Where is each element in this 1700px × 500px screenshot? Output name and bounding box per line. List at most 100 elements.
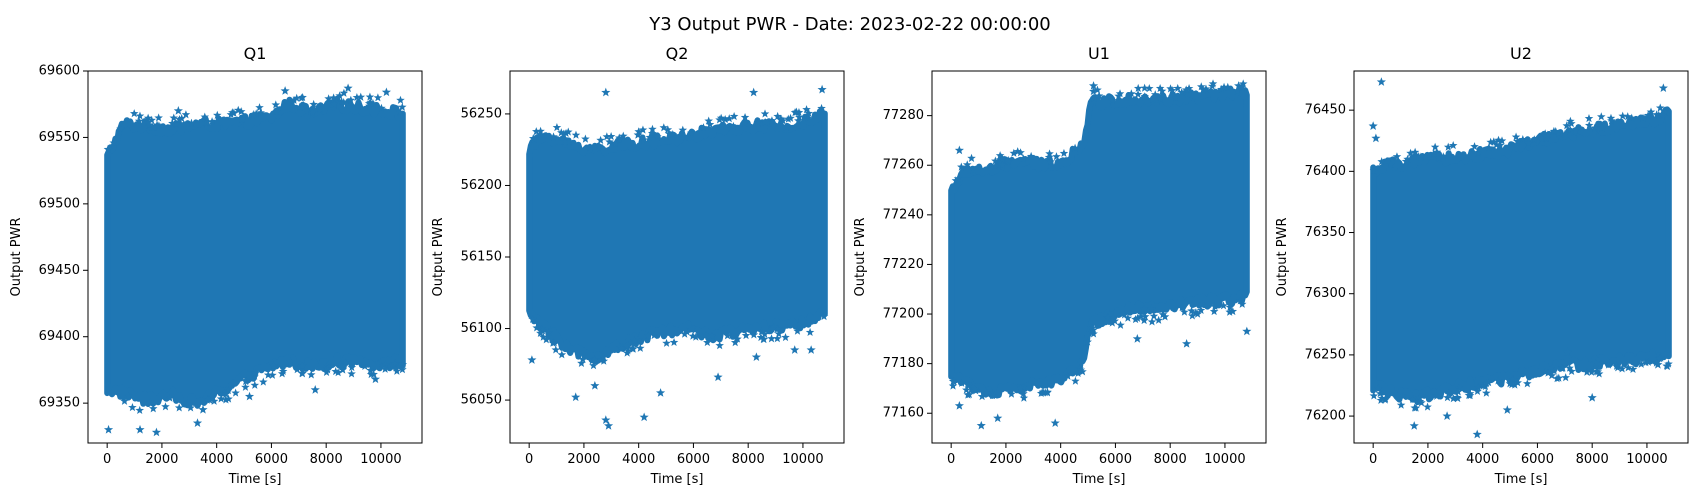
scatter-point <box>221 395 231 404</box>
scatter-point <box>581 134 590 143</box>
scatter-point <box>794 112 804 121</box>
scatter-point <box>1000 155 1009 164</box>
scatter-point <box>209 396 219 405</box>
scatter-point <box>1219 82 1229 91</box>
scatter-point <box>394 362 404 371</box>
scatter-point <box>368 99 378 108</box>
scatter-point <box>1063 371 1073 380</box>
scatter-point <box>644 331 653 340</box>
y-tick-label: 77160 <box>883 406 924 421</box>
scatter-point <box>289 95 299 105</box>
scatter-point <box>1133 83 1143 93</box>
scatter-point <box>241 376 250 386</box>
scatter-point <box>1430 142 1440 151</box>
scatter-outlier <box>198 404 208 414</box>
scatter-point <box>1087 328 1097 337</box>
x-axis-label: Time [s] <box>228 472 282 487</box>
scatter-point <box>1432 391 1441 400</box>
scatter-point <box>528 314 537 324</box>
scatter-point <box>1044 152 1054 161</box>
scatter-point <box>306 370 316 379</box>
scatter-point <box>1644 357 1653 366</box>
scatter-point <box>1565 363 1574 372</box>
scatter-point <box>1636 359 1646 368</box>
scatter-point <box>1009 148 1019 157</box>
x-tick-label: 4000 <box>200 452 233 467</box>
y-tick-label: 69400 <box>39 329 80 344</box>
scatter-point <box>1237 82 1247 91</box>
axes-frame <box>931 70 1267 444</box>
scatter-point <box>577 358 586 367</box>
scatter-point <box>968 165 978 174</box>
scatter-point <box>395 107 405 116</box>
scatter-outlier <box>527 355 537 364</box>
scatter-point <box>1208 79 1218 88</box>
scatter-point <box>1618 111 1627 120</box>
scatter-point <box>1019 393 1029 402</box>
subplot-title: Q1 <box>244 44 267 63</box>
scatter-outlier <box>1502 405 1512 414</box>
scatter-point <box>1582 367 1592 376</box>
scatter-point <box>1108 318 1117 327</box>
scatter-point <box>200 112 210 121</box>
scatter-point <box>365 92 375 101</box>
scatter-point <box>557 128 566 137</box>
scatter-point <box>228 108 237 117</box>
scatter-outlier <box>1442 411 1452 420</box>
scatter-point <box>322 364 332 373</box>
y-axis-label: Output PWR <box>1275 217 1290 296</box>
scatter-point <box>659 123 669 132</box>
scatter-point <box>154 113 163 122</box>
scatter-point <box>324 94 333 103</box>
scatter-point <box>996 159 1005 168</box>
scatter-point <box>124 391 133 400</box>
scatter-point <box>1083 337 1092 346</box>
scatter-point <box>1191 308 1201 317</box>
scatter-point <box>1628 364 1638 374</box>
scatter-point <box>1094 91 1104 100</box>
scatter-band <box>526 107 828 365</box>
scatter-point <box>957 162 966 171</box>
scatter-band <box>1370 106 1672 406</box>
scatter-point <box>271 100 281 109</box>
scatter-point <box>1474 383 1483 392</box>
scatter-point <box>1643 110 1653 120</box>
scatter-point <box>1627 113 1636 122</box>
scatter-point <box>707 331 717 340</box>
figure-title: Y3 Output PWR - Date: 2023-02-22 00:00:0… <box>648 14 1051 35</box>
scatter-point <box>1584 114 1594 123</box>
y-tick-label: 76400 <box>1305 164 1346 179</box>
y-tick-label: 77220 <box>883 257 924 272</box>
scatter-point <box>250 371 259 380</box>
scatter-outlier <box>1472 429 1482 439</box>
scatter-point <box>1612 361 1621 370</box>
scatter-point <box>322 367 331 376</box>
scatter-point <box>1216 84 1226 94</box>
scatter-point <box>1396 400 1406 409</box>
scatter-outlier <box>1132 334 1142 343</box>
scatter-point <box>308 108 317 117</box>
y-axis-label: Output PWR <box>9 217 24 296</box>
scatter-point <box>551 345 561 354</box>
scatter-point <box>128 402 137 412</box>
scatter-point <box>559 129 568 138</box>
scatter-point <box>1140 83 1149 92</box>
scatter-point <box>1155 83 1165 93</box>
scatter-point <box>1557 364 1567 373</box>
scatter-point <box>1604 360 1613 369</box>
scatter-point <box>716 113 726 122</box>
scatter-point <box>268 370 277 379</box>
scatter-point <box>970 384 980 393</box>
scatter-point <box>301 106 311 115</box>
scatter-point <box>1052 152 1061 161</box>
scatter-point <box>767 334 776 343</box>
scatter-point <box>538 326 547 335</box>
scatter-point <box>1415 396 1425 406</box>
scatter-point <box>977 392 987 401</box>
scatter-point <box>369 369 378 379</box>
scatter-point <box>297 93 306 102</box>
scatter-point <box>1454 383 1464 392</box>
scatter-point <box>639 135 648 144</box>
scatter-point <box>1623 112 1632 121</box>
